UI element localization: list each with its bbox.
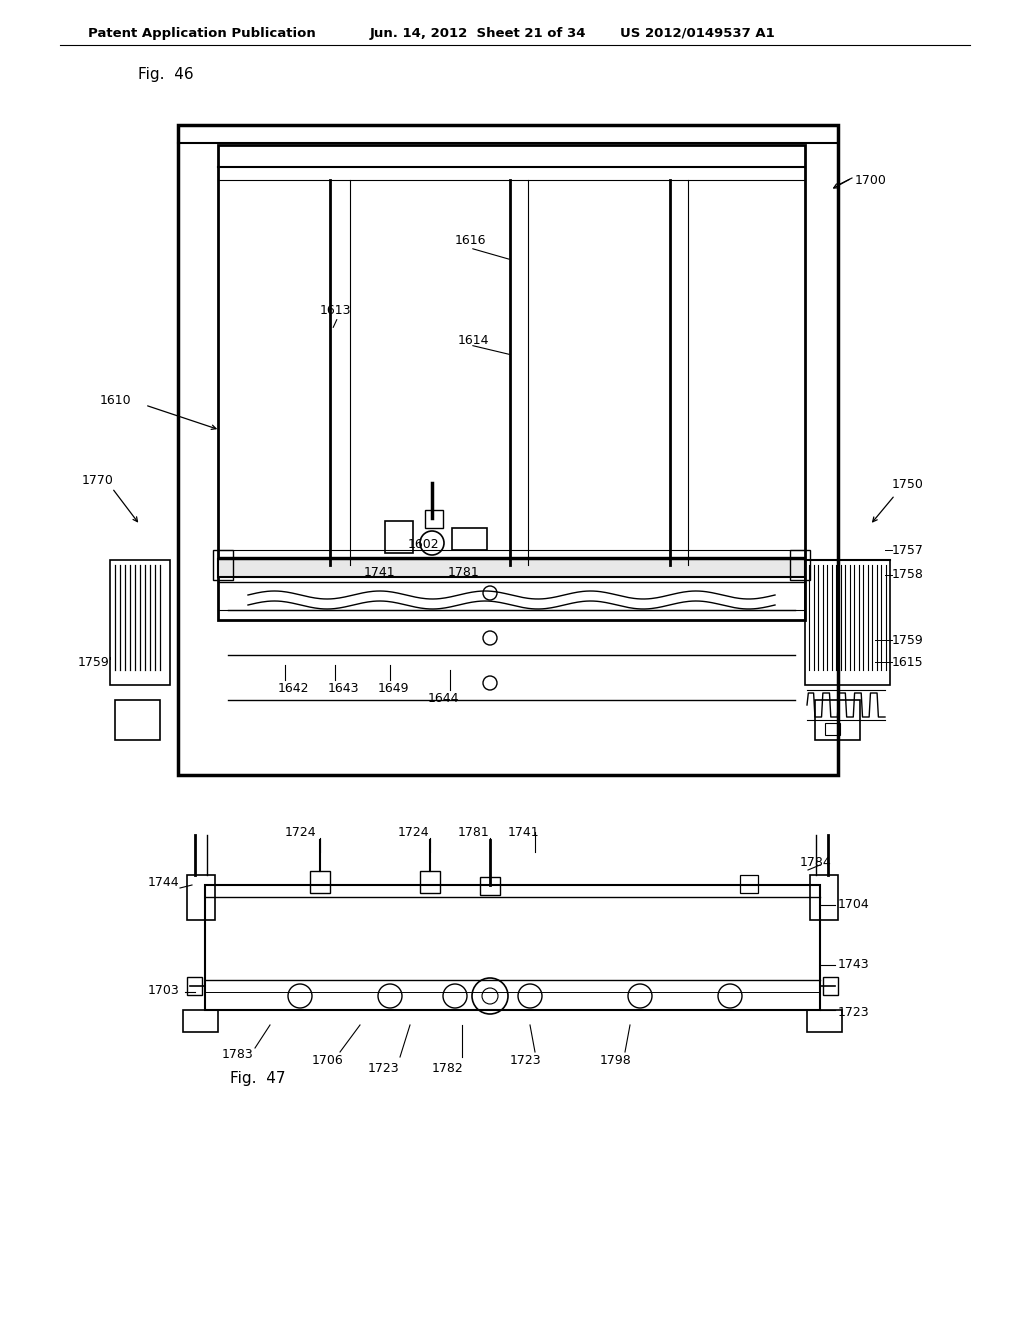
Bar xyxy=(452,528,487,550)
Bar xyxy=(815,700,860,741)
Bar xyxy=(790,550,810,579)
Text: 1706: 1706 xyxy=(312,1053,344,1067)
Text: 1741: 1741 xyxy=(508,825,540,838)
Text: Patent Application Publication: Patent Application Publication xyxy=(88,26,315,40)
Text: 1741: 1741 xyxy=(364,565,395,578)
Bar xyxy=(187,977,202,995)
Text: 1615: 1615 xyxy=(892,656,924,668)
Text: 1798: 1798 xyxy=(600,1053,632,1067)
Text: 1724: 1724 xyxy=(285,825,316,838)
Text: 1770: 1770 xyxy=(82,474,114,487)
Text: 1643: 1643 xyxy=(328,681,359,694)
Text: 1649: 1649 xyxy=(378,681,410,694)
Text: 1700: 1700 xyxy=(855,173,887,186)
Bar xyxy=(213,550,233,579)
Text: Fig.  47: Fig. 47 xyxy=(230,1071,286,1085)
Text: 1759: 1759 xyxy=(892,634,924,647)
Text: 1614: 1614 xyxy=(458,334,489,346)
Bar xyxy=(218,558,805,577)
Bar xyxy=(310,871,330,894)
Bar xyxy=(385,521,413,553)
Bar xyxy=(110,560,170,685)
Bar xyxy=(480,876,500,895)
Bar xyxy=(187,875,215,920)
Text: 1613: 1613 xyxy=(319,304,351,317)
Text: 1757: 1757 xyxy=(892,544,924,557)
Text: 1744: 1744 xyxy=(148,875,179,888)
Text: 1783: 1783 xyxy=(222,1048,254,1061)
Text: 1723: 1723 xyxy=(838,1006,869,1019)
Bar xyxy=(115,700,160,741)
Text: 1723: 1723 xyxy=(368,1061,399,1074)
Text: 1610: 1610 xyxy=(100,393,132,407)
Text: 1781: 1781 xyxy=(458,825,489,838)
Text: 1642: 1642 xyxy=(278,681,309,694)
Text: 1602: 1602 xyxy=(408,539,439,552)
Text: Fig.  46: Fig. 46 xyxy=(138,67,194,82)
Text: 1703: 1703 xyxy=(148,983,180,997)
Bar xyxy=(810,875,838,920)
Text: 1723: 1723 xyxy=(510,1053,542,1067)
Bar xyxy=(420,871,440,894)
Bar xyxy=(178,125,838,775)
Text: 1750: 1750 xyxy=(892,479,924,491)
Text: 1784: 1784 xyxy=(800,855,831,869)
Bar xyxy=(183,1010,218,1032)
Text: 1759': 1759' xyxy=(78,656,114,668)
Text: 1644: 1644 xyxy=(428,692,460,705)
Text: Jun. 14, 2012  Sheet 21 of 34: Jun. 14, 2012 Sheet 21 of 34 xyxy=(370,26,587,40)
Bar xyxy=(425,510,443,528)
Text: 1743: 1743 xyxy=(838,958,869,972)
Bar xyxy=(205,884,820,1010)
Bar xyxy=(740,875,758,894)
Text: 1724: 1724 xyxy=(398,825,430,838)
Text: 1758: 1758 xyxy=(892,569,924,582)
Bar xyxy=(823,977,838,995)
Text: 1704: 1704 xyxy=(838,899,869,912)
Bar xyxy=(807,1010,842,1032)
Bar xyxy=(805,560,890,685)
Text: 1616: 1616 xyxy=(455,234,486,247)
Bar xyxy=(218,145,805,620)
Text: 1782: 1782 xyxy=(432,1061,464,1074)
Bar xyxy=(825,723,840,735)
Text: US 2012/0149537 A1: US 2012/0149537 A1 xyxy=(620,26,775,40)
Text: 1781: 1781 xyxy=(449,565,480,578)
